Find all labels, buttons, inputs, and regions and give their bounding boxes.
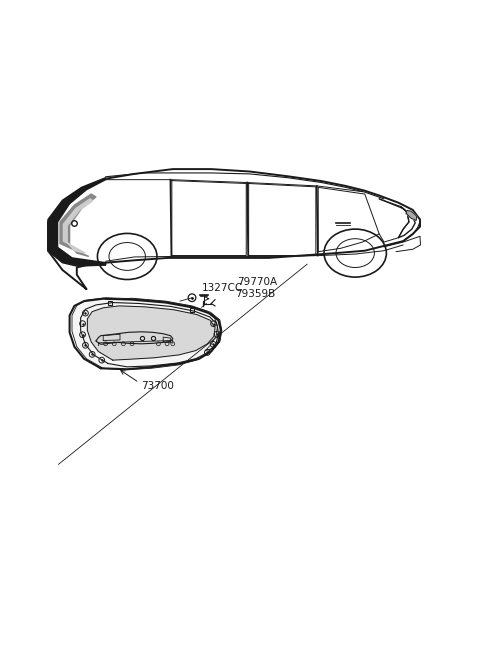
Polygon shape: [87, 306, 215, 360]
Polygon shape: [72, 298, 222, 369]
Polygon shape: [60, 194, 96, 257]
Text: 79359B: 79359B: [235, 289, 276, 299]
Polygon shape: [48, 169, 420, 289]
Text: 73700: 73700: [142, 381, 174, 391]
Polygon shape: [406, 210, 417, 221]
Text: 1327CC: 1327CC: [202, 283, 243, 293]
Text: 79770A: 79770A: [238, 277, 278, 287]
Polygon shape: [48, 178, 106, 266]
Polygon shape: [63, 199, 93, 253]
